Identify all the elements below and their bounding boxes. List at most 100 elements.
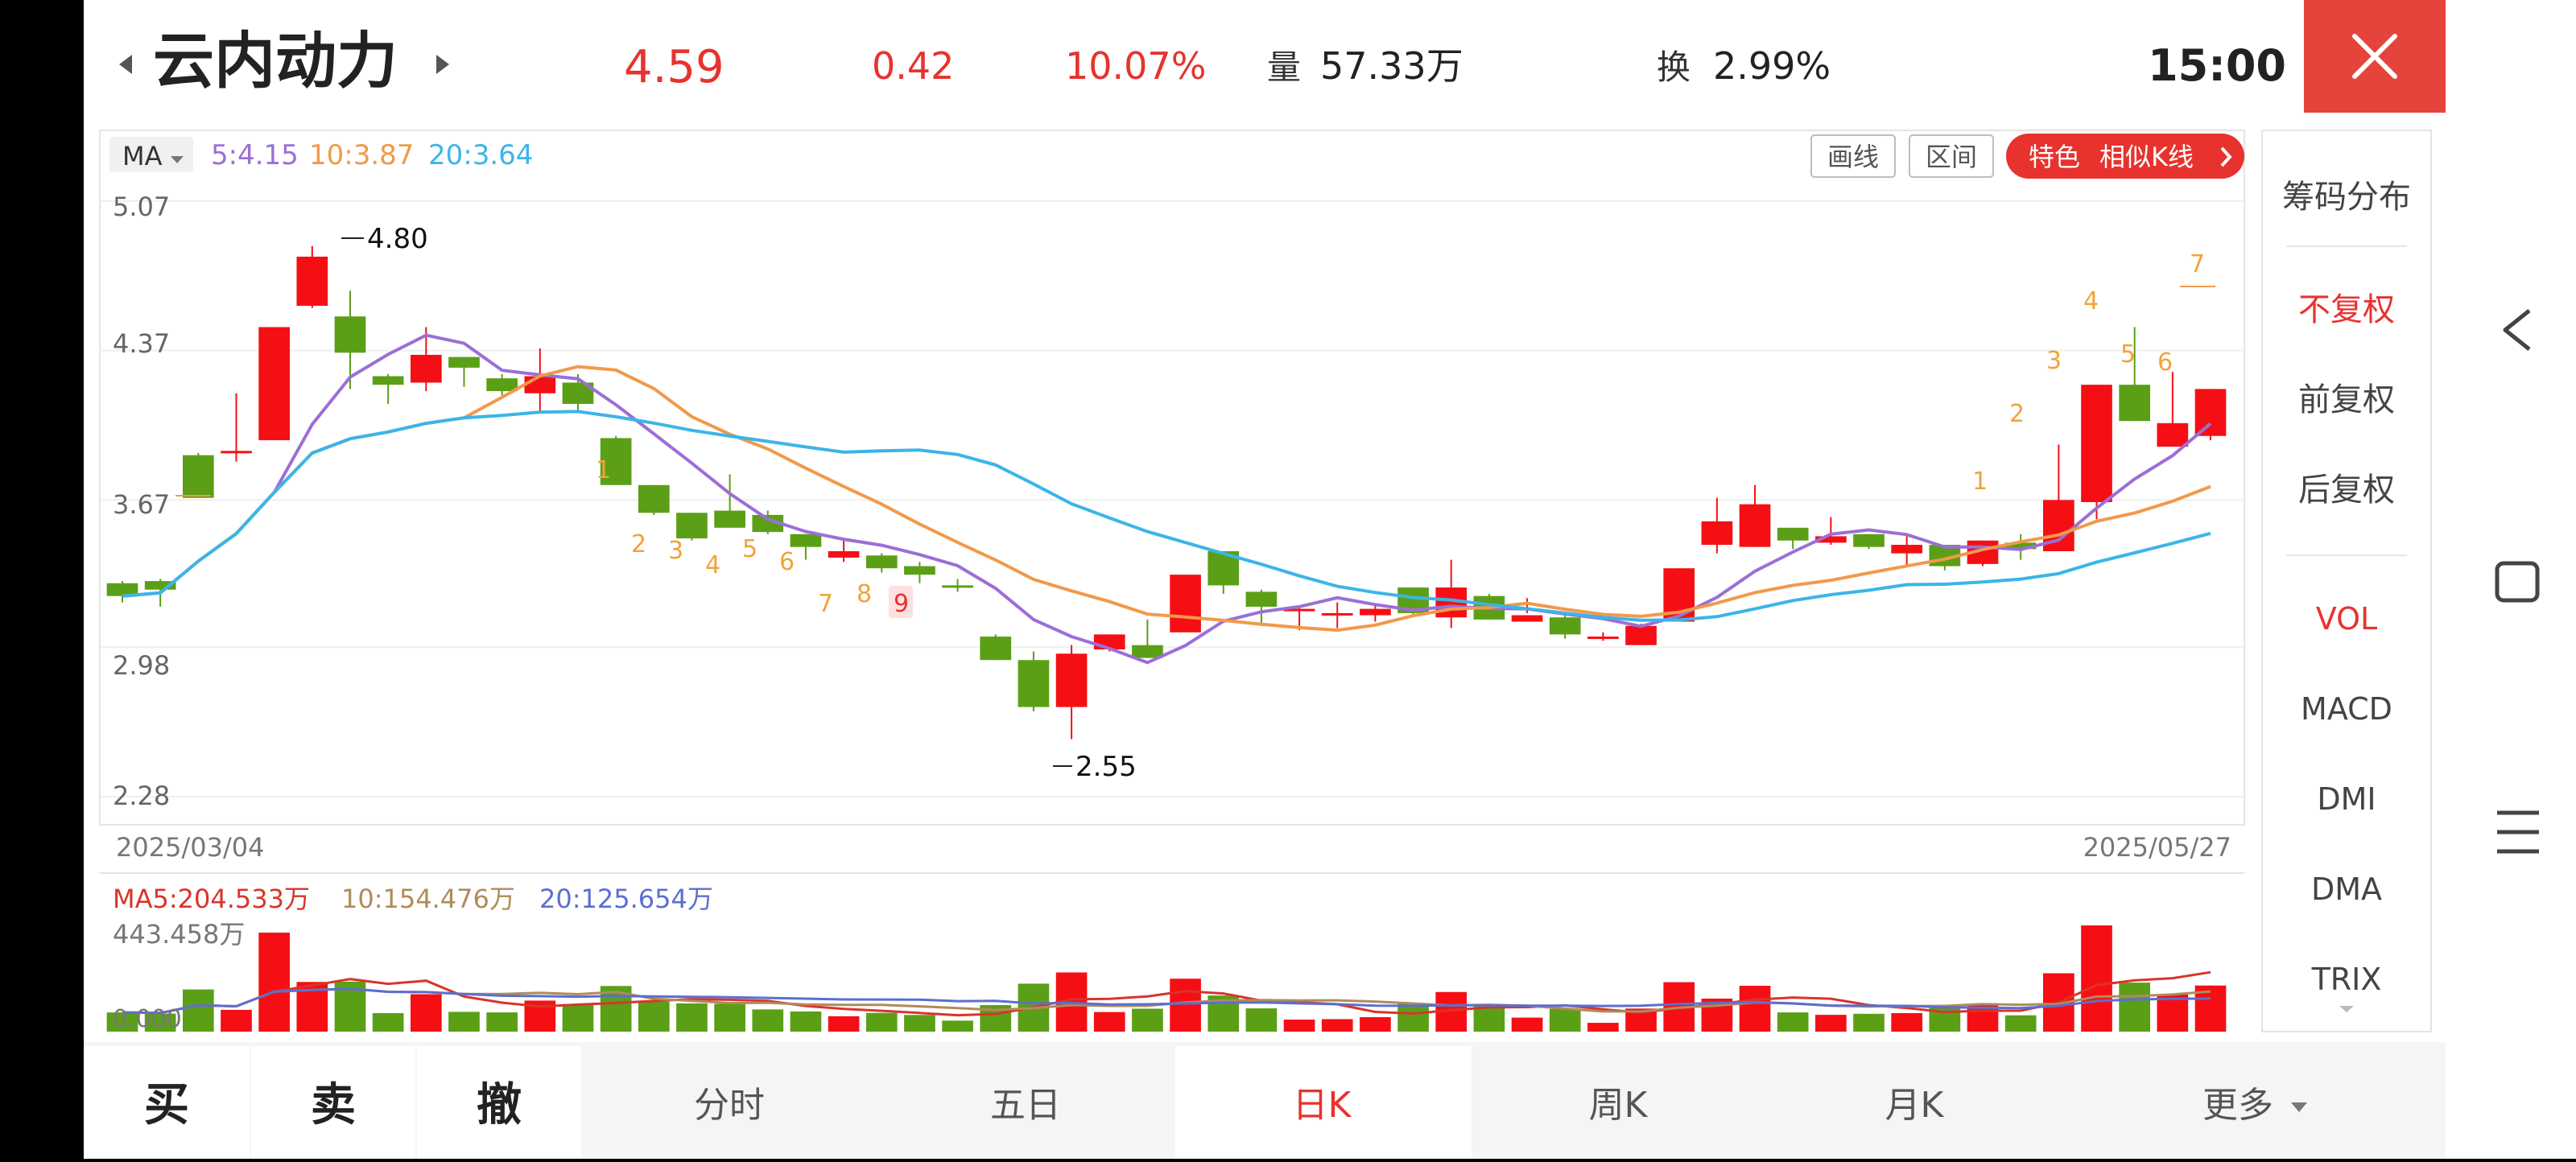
- candle-25[interactable]: [1055, 653, 1088, 707]
- volume-bar-54[interactable]: [2157, 994, 2189, 1032]
- candle-7[interactable]: [372, 376, 404, 385]
- volume-bar-15[interactable]: [676, 1003, 708, 1032]
- candle-17[interactable]: [752, 514, 784, 533]
- candle-14[interactable]: [638, 484, 670, 513]
- candle-13[interactable]: [600, 438, 632, 485]
- dma-indicator-option[interactable]: DMA: [2311, 872, 2382, 907]
- volume-bar-47[interactable]: [1891, 1012, 1923, 1032]
- candle-37[interactable]: [1511, 615, 1543, 622]
- candle-11[interactable]: [524, 376, 556, 394]
- candle-32[interactable]: [1321, 612, 1353, 616]
- volume-bar-44[interactable]: [1777, 1012, 1809, 1032]
- vol-indicator-option[interactable]: VOL: [2316, 601, 2377, 637]
- volume-bar-19[interactable]: [828, 1016, 860, 1032]
- candle-42[interactable]: [1701, 521, 1733, 546]
- volume-bar-2[interactable]: [182, 989, 214, 1032]
- candle-28[interactable]: [1170, 575, 1201, 633]
- candle-30[interactable]: [1245, 591, 1278, 607]
- volume-bar-50[interactable]: [2004, 1015, 2037, 1032]
- volume-bar-0[interactable]: [106, 1012, 138, 1032]
- dmi-indicator-option[interactable]: DMI: [2317, 781, 2376, 817]
- menu-nav-icon[interactable]: [2497, 810, 2539, 854]
- buy-tab[interactable]: 买: [144, 1079, 189, 1131]
- volume-bar-39[interactable]: [1587, 1023, 1619, 1032]
- volume-bar-10[interactable]: [486, 1012, 518, 1032]
- candle-46[interactable]: [1853, 534, 1885, 547]
- candle-43[interactable]: [1739, 504, 1771, 547]
- draw-line-button[interactable]: [1810, 134, 1896, 178]
- candle-9[interactable]: [448, 356, 480, 368]
- candle-27[interactable]: [1132, 645, 1163, 658]
- ma-selector[interactable]: [109, 137, 193, 172]
- sell-tab[interactable]: 卖: [311, 1079, 356, 1131]
- volume-bar-8[interactable]: [410, 994, 442, 1032]
- kline-chart-frame[interactable]: [99, 130, 2245, 826]
- five-day-tab[interactable]: 五日: [990, 1085, 1061, 1126]
- chip-distribution-button[interactable]: 筹码分布: [2282, 179, 2411, 216]
- candle-47[interactable]: [1891, 545, 1923, 554]
- candle-53[interactable]: [2119, 385, 2151, 422]
- volume-bar-36[interactable]: [1473, 1005, 1505, 1032]
- candle-18[interactable]: [790, 534, 822, 547]
- volume-bar-12[interactable]: [562, 1003, 594, 1032]
- volume-bar-32[interactable]: [1321, 1019, 1353, 1032]
- backward-adjust-option[interactable]: 后复权: [2298, 472, 2395, 509]
- macd-indicator-option[interactable]: MACD: [2301, 691, 2392, 727]
- candle-38[interactable]: [1549, 617, 1581, 635]
- volume-bar-27[interactable]: [1132, 1008, 1163, 1032]
- forward-adjust-option[interactable]: 前复权: [2298, 381, 2395, 418]
- volume-bar-31[interactable]: [1283, 1020, 1315, 1032]
- volume-bar-9[interactable]: [448, 1012, 480, 1032]
- candle-10[interactable]: [486, 378, 518, 392]
- volume-bar-1[interactable]: [144, 1013, 176, 1032]
- candle-55[interactable]: [2194, 389, 2227, 436]
- candle-45[interactable]: [1815, 536, 1847, 543]
- volume-bar-16[interactable]: [714, 1003, 745, 1032]
- candle-8[interactable]: [410, 354, 442, 383]
- candle-19[interactable]: [828, 550, 860, 558]
- volume-bar-52[interactable]: [2081, 925, 2112, 1032]
- candle-2[interactable]: [182, 455, 214, 498]
- no-adjust-option[interactable]: 不复权: [2298, 291, 2395, 328]
- candle-23[interactable]: [980, 637, 1012, 661]
- volume-bar-3[interactable]: [221, 1009, 252, 1032]
- candle-3[interactable]: [221, 451, 252, 454]
- volume-bar-34[interactable]: [1397, 1003, 1429, 1032]
- volume-bar-37[interactable]: [1511, 1017, 1543, 1032]
- home-nav-icon[interactable]: [2495, 561, 2540, 603]
- intraday-tab[interactable]: 分时: [694, 1085, 765, 1126]
- similar-k-button[interactable]: [2006, 134, 2244, 179]
- candle-31[interactable]: [1283, 608, 1315, 612]
- candle-16[interactable]: [714, 510, 745, 528]
- volume-bars[interactable]: [106, 925, 2227, 1032]
- volume-bar-18[interactable]: [790, 1011, 822, 1032]
- trix-indicator-option[interactable]: TRIX: [2311, 962, 2382, 997]
- candle-21[interactable]: [904, 566, 935, 575]
- volume-bar-21[interactable]: [904, 1015, 935, 1032]
- candle-33[interactable]: [1360, 608, 1391, 616]
- daily-k-tab[interactable]: 日K: [1293, 1085, 1352, 1126]
- candle-44[interactable]: [1777, 527, 1809, 541]
- candle-50[interactable]: [2004, 542, 2037, 550]
- candle-1[interactable]: [144, 581, 176, 590]
- candle-24[interactable]: [1018, 660, 1050, 707]
- volume-bar-17[interactable]: [752, 1009, 784, 1032]
- candle-52[interactable]: [2081, 385, 2112, 502]
- volume-bar-53[interactable]: [2119, 983, 2151, 1032]
- prev-stock-arrow-icon[interactable]: [119, 55, 132, 74]
- next-stock-arrow-icon[interactable]: [436, 55, 449, 74]
- weekly-k-tab[interactable]: 周K: [1589, 1085, 1649, 1126]
- candle-0[interactable]: [106, 583, 138, 596]
- volume-bar-14[interactable]: [638, 1001, 670, 1032]
- candle-15[interactable]: [676, 513, 708, 539]
- candle-22[interactable]: [942, 585, 973, 588]
- volume-bar-28[interactable]: [1170, 979, 1201, 1032]
- stock-name[interactable]: 云内动力: [153, 25, 398, 97]
- candle-39[interactable]: [1587, 637, 1619, 640]
- volume-bar-49[interactable]: [1967, 1005, 1999, 1032]
- volume-bar-30[interactable]: [1245, 1008, 1278, 1032]
- candle-20[interactable]: [865, 555, 898, 569]
- more-tab[interactable]: 更多: [2202, 1085, 2273, 1126]
- candle-40[interactable]: [1625, 625, 1657, 645]
- volume-bar-20[interactable]: [865, 1012, 898, 1032]
